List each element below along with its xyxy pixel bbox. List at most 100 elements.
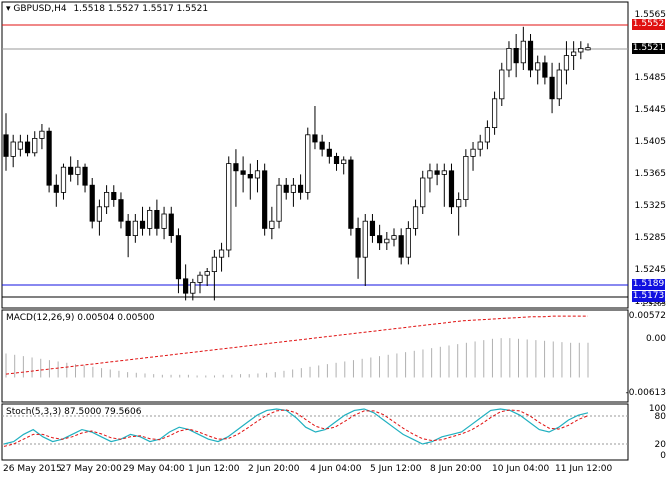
- ohlc-high: 1.5527: [107, 4, 140, 14]
- macd-scale-label: 0.00: [645, 334, 666, 344]
- candle-body: [477, 141, 483, 150]
- candle-body: [398, 235, 404, 258]
- candle-body: [147, 209, 153, 229]
- price-scale-label: 1.5325: [634, 201, 667, 211]
- candle-body: [197, 274, 203, 283]
- price-panel: [1, 1, 629, 309]
- candle-body: [571, 51, 577, 56]
- candle-body: [39, 130, 45, 139]
- candle-body: [75, 166, 81, 175]
- candle-body: [585, 47, 591, 51]
- candle-body: [470, 148, 476, 157]
- ohlc-low: 1.5517: [142, 4, 174, 14]
- support-price-tag: 1.5189: [632, 279, 665, 290]
- candle-body: [168, 213, 174, 237]
- price-scale-label: 1.5285: [634, 233, 667, 243]
- candle-body: [355, 227, 361, 258]
- symbol-header: ▾ GBPUSD,H4 1.5518 1.5527 1.5517 1.5521: [6, 4, 208, 14]
- candle-body: [341, 159, 347, 164]
- candle-body: [305, 134, 311, 193]
- candle-body: [463, 155, 469, 200]
- time-axis-label: 1 Jun 12:00: [188, 464, 240, 474]
- stoch-header: Stoch(5,3,3) 87.5000 79.5606: [6, 407, 142, 417]
- candle-body: [175, 235, 182, 280]
- ohlc-close: 1.5521: [176, 4, 209, 14]
- stoch-scale-label: 80: [654, 412, 666, 422]
- candle-body: [53, 184, 59, 193]
- candle-body: [46, 130, 52, 186]
- candle-body: [513, 48, 519, 64]
- candle-body: [211, 256, 217, 273]
- macd-histogram: [5, 338, 589, 378]
- stoch-main-line: [3, 408, 589, 445]
- candle-body: [154, 209, 160, 229]
- candle-body: [563, 55, 570, 71]
- candle-body: [132, 220, 138, 236]
- macd-scale-label: -0.00613: [625, 388, 666, 398]
- time-axis-label: 10 Jun 04:00: [492, 464, 550, 474]
- candle-body: [391, 235, 397, 240]
- symbol-icon: ▾: [6, 4, 11, 14]
- candle-body: [3, 134, 9, 157]
- candle-body: [535, 62, 541, 71]
- macd-header: MACD(12,26,9) 0.00504 0.00500: [6, 313, 155, 323]
- time-axis-label: 2 Jun 20:00: [248, 464, 300, 474]
- candle-body: [96, 206, 103, 222]
- candle-body: [204, 271, 210, 276]
- time-axis-label: 27 May 20:00: [60, 464, 122, 474]
- candle-body: [326, 148, 332, 157]
- candle-body: [333, 155, 340, 164]
- candle-body: [125, 220, 131, 236]
- time-axis-label: 8 Jun 20:00: [430, 464, 482, 474]
- candle-body: [527, 40, 534, 71]
- candle-body: [506, 48, 512, 71]
- candle-body: [448, 170, 455, 208]
- candle-body: [441, 170, 447, 175]
- candle-body: [384, 238, 390, 244]
- candle-body: [82, 166, 88, 186]
- candle-body: [434, 170, 440, 175]
- candle-body: [276, 184, 282, 222]
- candle-body: [578, 48, 584, 53]
- candle-body: [556, 69, 562, 100]
- current-price-tag: 1.5521: [632, 43, 665, 54]
- price-scale-label: 1.5245: [634, 265, 667, 275]
- candle-body: [17, 141, 23, 150]
- candle-body: [427, 170, 433, 179]
- candle-body: [111, 191, 117, 200]
- candle-body: [520, 40, 526, 64]
- time-axis-label: 26 May 2015: [3, 464, 62, 474]
- macd-scale-label: 0.00572: [628, 311, 666, 321]
- candle-body: [405, 227, 411, 258]
- resistance-price-tag: 1.5552: [632, 19, 665, 30]
- candle-body: [103, 191, 110, 208]
- stoch-signal-line: [3, 409, 589, 447]
- candle-body: [319, 141, 325, 150]
- symbol-label: GBPUSD,H4: [13, 4, 67, 14]
- price-scale-label: 1.5205: [634, 297, 667, 307]
- candle-body: [226, 163, 232, 251]
- candle-body: [262, 170, 268, 229]
- candle-body: [24, 141, 31, 154]
- candle-body: [362, 220, 368, 258]
- candle-body: [484, 127, 491, 143]
- time-axis-label: 4 Jun 04:00: [310, 464, 362, 474]
- price-scale-label: 1.5565: [634, 10, 667, 20]
- time-axis-label: 29 May 04:00: [123, 464, 185, 474]
- candlestick-series: [3, 26, 591, 301]
- candle-body: [542, 62, 548, 78]
- stoch-scale-label: 0: [660, 451, 666, 461]
- candle-body: [254, 170, 261, 179]
- candle-body: [161, 213, 167, 229]
- candle-body: [420, 177, 426, 208]
- candle-body: [549, 76, 555, 100]
- candle-body: [60, 166, 67, 193]
- ohlc-open: 1.5518: [73, 4, 105, 14]
- time-axis-label: 5 Jun 12:00: [370, 464, 422, 474]
- support-price-tag-2: 1.5173: [632, 291, 665, 302]
- price-scale-label: 1.5365: [634, 169, 667, 179]
- candle-body: [412, 206, 419, 229]
- candle-body: [499, 69, 505, 100]
- candle-body: [456, 199, 462, 208]
